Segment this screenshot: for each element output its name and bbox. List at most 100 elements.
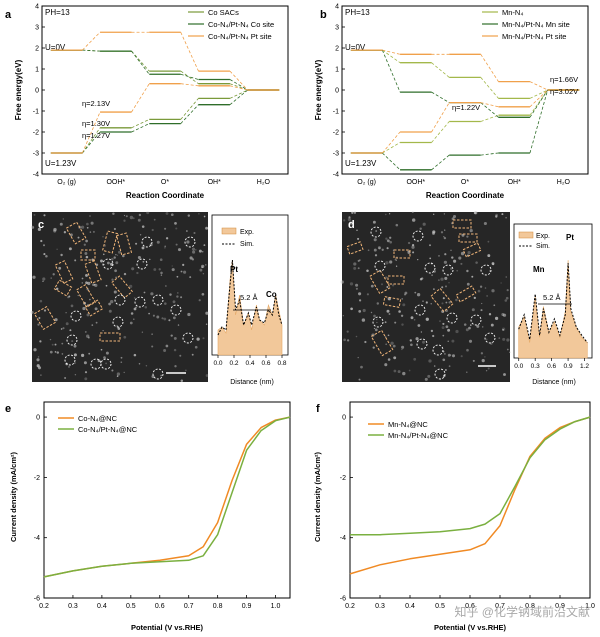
atom-dot	[386, 239, 390, 243]
panel-b-eta-2: η=3.02V	[550, 87, 578, 96]
atom-dot	[348, 216, 351, 219]
pair-box	[452, 219, 472, 229]
atom-dot	[374, 328, 378, 332]
atom-dot	[60, 253, 63, 257]
atom-dot	[471, 275, 474, 278]
atom-dot	[487, 254, 491, 258]
energy-connector	[229, 89, 248, 106]
xtick-label: 0.9	[555, 603, 565, 610]
atom-dot	[77, 236, 80, 239]
atom-dot	[56, 351, 59, 354]
panel-e-yticks: 0 -2 -4 -6	[34, 415, 47, 603]
atom-dot	[484, 356, 486, 358]
atom-dot	[441, 302, 444, 305]
atom-dot	[160, 271, 163, 275]
atom-dot	[505, 216, 507, 219]
ytick-label: -3	[333, 151, 339, 158]
atom-dot	[471, 308, 475, 312]
atom-dot	[141, 331, 144, 333]
atom-dot	[373, 314, 376, 318]
atom-dot	[54, 318, 58, 322]
atom-dot	[466, 371, 468, 373]
ytick-label: -4	[34, 535, 40, 542]
atom-dot	[81, 225, 85, 229]
ytick-label: -2	[34, 475, 40, 482]
atom-dot	[173, 348, 177, 352]
atom-dot	[189, 256, 193, 260]
atom-dot	[417, 258, 419, 261]
xtick-label: 1.2	[580, 363, 589, 370]
single-circle	[141, 236, 153, 248]
atom-dot	[144, 305, 148, 309]
atom-dot	[388, 213, 391, 215]
atom-dot	[443, 236, 447, 240]
panel-c-legend-sim: Sim.	[240, 241, 254, 248]
atom-dot	[480, 352, 484, 355]
panel-a-eta-1: η=2.13V	[82, 99, 110, 108]
atom-dot	[433, 365, 436, 367]
atom-dot	[439, 320, 441, 322]
panel-a: a PH=13 U=0V U=1.23V Free energy(eV) Rea…	[5, 4, 289, 200]
atom-dot	[386, 285, 389, 289]
atom-dot	[476, 324, 480, 328]
ytick-label: 0	[36, 415, 40, 422]
ytick-label: 3	[35, 25, 39, 32]
atom-dot	[71, 340, 74, 343]
atom-dot	[205, 264, 207, 266]
xtick-label: OOH*	[406, 179, 425, 186]
atom-dot	[156, 240, 160, 244]
atom-dot	[191, 247, 196, 251]
atom-dot	[123, 272, 127, 276]
atom-dot	[419, 227, 422, 230]
atom-dot	[110, 262, 114, 266]
atom-dot	[30, 310, 34, 314]
atom-dot	[202, 337, 205, 340]
panel-b-yticks: 4 3 2 1 0 -1 -2 -3 -4	[333, 4, 345, 179]
atom-dot	[350, 307, 353, 311]
atom-dot	[465, 328, 469, 332]
single-circle	[182, 332, 194, 344]
atom-dot	[195, 249, 197, 251]
legend-mn-site: Mn-N₄/Pt-N₄ Mn site	[502, 20, 570, 29]
atom-dot	[444, 353, 446, 355]
atom-dot	[470, 324, 472, 326]
ytick-label: 0	[342, 415, 346, 422]
energy-connector	[82, 131, 101, 154]
atom-dot	[84, 371, 88, 374]
xtick-label: 0.5	[435, 603, 445, 610]
panel-a-letter: a	[5, 9, 12, 21]
profile-exp-area	[518, 260, 588, 359]
atom-dot	[67, 365, 71, 368]
atom-dot	[180, 296, 183, 299]
atom-dot	[386, 247, 389, 250]
atom-dot	[136, 271, 139, 275]
atom-dot	[456, 269, 459, 272]
atom-dot	[431, 274, 433, 277]
atom-dot	[502, 313, 507, 317]
atom-dot	[86, 313, 90, 317]
atom-dot	[73, 344, 77, 348]
xtick-label: 0.9	[564, 363, 573, 370]
ytick-label: -4	[340, 535, 346, 542]
atom-dot	[113, 290, 117, 294]
atom-dot	[403, 293, 407, 296]
atom-dot	[115, 254, 117, 256]
atom-dot	[355, 335, 358, 338]
atom-dot	[343, 338, 346, 342]
atom-dot	[185, 369, 187, 372]
single-circle	[134, 296, 146, 308]
atom-dot	[353, 211, 357, 214]
atom-dot	[175, 243, 178, 246]
atom-dot	[183, 270, 187, 274]
atom-dot	[89, 215, 91, 217]
atom-dot	[111, 278, 114, 281]
atom-dot	[458, 256, 462, 260]
atom-dot	[413, 357, 417, 361]
atom-dot	[40, 374, 42, 376]
atom-dot	[33, 213, 36, 216]
atom-dot	[409, 339, 412, 342]
atom-dot	[425, 301, 428, 304]
energy-connector	[131, 50, 150, 72]
atom-dot	[58, 266, 62, 270]
atom-dot	[356, 229, 358, 231]
